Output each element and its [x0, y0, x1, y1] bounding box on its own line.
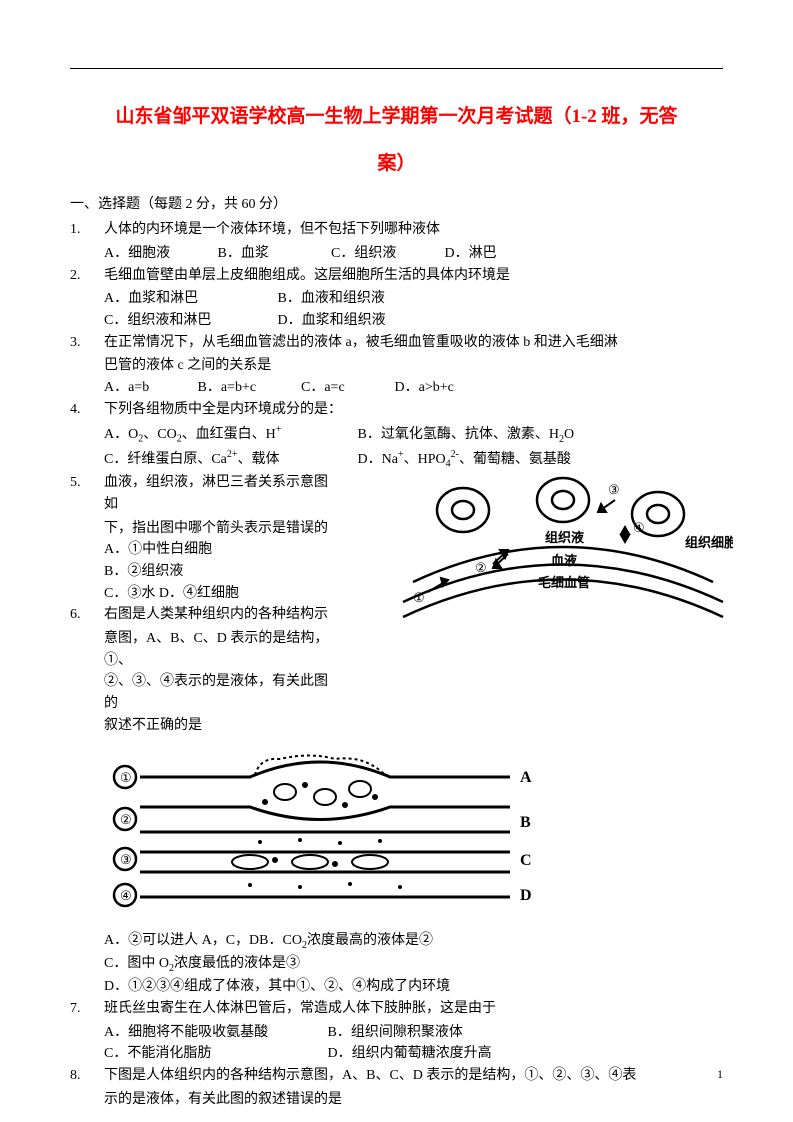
q4-options-row2: C．纤维蛋白原、Ca2+、载体 D．Na+、HPO42-、葡萄糖、氨基酸: [104, 447, 723, 472]
top-rule: [70, 68, 723, 69]
q3-opt-c: C．a=c: [301, 377, 391, 399]
question-6: 6. 右图是人类某种组织内的各种结构示: [70, 604, 330, 626]
question-1: 1. 人体的内环境是一个液体环境，但不包括下列哪种液体: [70, 219, 723, 241]
figure-tissue-structure: ① ② ③ ④ A B C D: [100, 747, 540, 917]
q7-options-row2: C．不能消化脂肪 D．组织内葡萄糖浓度升高: [104, 1043, 723, 1065]
q3-options: A．a=b B．a=b+c C．a=c D．a>b+c: [104, 377, 723, 399]
fig2-D: D: [520, 887, 532, 904]
q7-number: 7.: [70, 998, 104, 1020]
fig2-n3: ③: [120, 852, 132, 867]
q4-opt-b: B．过氧化氢酶、抗体、激素、H2O: [358, 424, 575, 447]
q4-opt-c: C．纤维蛋白原、Ca2+、载体: [104, 447, 354, 470]
fig2-n1: ①: [120, 770, 132, 785]
q7-stem: 班氏丝虫寄生在人体淋巴管后，常造成人体下肢肿胀，这是由于: [104, 998, 723, 1020]
fig2-n4: ④: [120, 888, 132, 903]
q2-stem: 毛细血管壁由单层上皮细胞组成。这层细胞所生活的具体内环境是: [104, 265, 723, 287]
q5-opt-b: B．②组织液: [104, 561, 330, 583]
fig1-label-4: ④: [633, 520, 645, 535]
q4-options-row1: A．O2、CO2、血红蛋白、H+ B．过氧化氢酶、抗体、激素、H2O: [104, 422, 723, 447]
q3-opt-a: A．a=b: [104, 377, 194, 399]
q8-l1: 下图是人体组织内的各种结构示意图，A、B、C、D 表示的是结构，①、②、③、④表: [104, 1065, 723, 1087]
q6-opt-ab: A．②可以进人 A，C，DB．CO2浓度最高的液体是②: [104, 930, 723, 953]
fig2-n2: ②: [120, 812, 132, 827]
q6-opt-c: C．图中 O2浓度最低的液体是③: [104, 953, 723, 976]
q6-l1: 右图是人类某种组织内的各种结构示: [104, 604, 330, 626]
q2-options-row1: A．血浆和淋巴 B．血液和组织液: [104, 288, 723, 310]
fig1-label-2: ②: [475, 560, 487, 575]
fig1-label-cell: 组织细胞: [685, 535, 733, 550]
question-5: 5. 血液，组织液，淋巴三者关系示意图如: [70, 472, 330, 515]
q3-stem-l2: 巴管的液体 c 之间的关系是: [104, 355, 723, 377]
q4-number: 4.: [70, 399, 104, 421]
fig2-A: A: [520, 769, 532, 786]
q2-number: 2.: [70, 265, 104, 287]
q2-opt-d: D．血浆和组织液: [278, 310, 448, 332]
q7-opt-b: B．组织间隙积聚液体: [328, 1022, 463, 1044]
section-heading: 一、选择题（每题 2 分，共 60 分）: [70, 193, 723, 213]
fig1-label-1: ①: [413, 590, 425, 605]
q3-stem-l1: 在正常情况下，从毛细血管滤出的液体 a，被毛细血管重吸收的液体 b 和进入毛细淋: [104, 332, 723, 354]
q8-number: 8.: [70, 1065, 104, 1087]
q1-opt-d: D．淋巴: [445, 243, 555, 265]
q5-number: 5.: [70, 472, 104, 515]
q7-opt-a: A．细胞将不能吸收氨基酸: [104, 1022, 324, 1044]
q2-options-row2: C．组织液和淋巴 D．血浆和组织液: [104, 310, 723, 332]
question-7: 7. 班氏丝虫寄生在人体淋巴管后，常造成人体下肢肿胀，这是由于: [70, 998, 723, 1020]
fig1-label-mao: 毛细血管: [538, 575, 590, 590]
q6-l2: 意图，A、B、C、D 表示的是结构，①、: [104, 628, 330, 671]
q1-opt-a: A．细胞液: [104, 243, 214, 265]
q5-opt-a: A．①中性白细胞: [104, 539, 330, 561]
fig2-C: C: [520, 852, 532, 869]
fig2-B: B: [520, 814, 531, 831]
fig1-label-xueye: 血液: [551, 553, 577, 568]
q6-number: 6.: [70, 604, 104, 626]
q5-l1: 血液，组织液，淋巴三者关系示意图如: [104, 472, 330, 515]
q1-options: A．细胞液 B．血浆 C．组织液 D．淋巴: [104, 243, 723, 265]
question-2: 2. 毛细血管壁由单层上皮细胞组成。这层细胞所生活的具体内环境是: [70, 265, 723, 287]
question-8: 8. 下图是人体组织内的各种结构示意图，A、B、C、D 表示的是结构，①、②、③…: [70, 1065, 723, 1087]
q3-opt-d: D．a>b+c: [395, 377, 485, 399]
q6-l4: 叙述不正确的是: [104, 715, 330, 737]
q2-opt-a: A．血浆和淋巴: [104, 288, 274, 310]
fig1-label-3: ③: [608, 482, 620, 497]
q8-l2: 示的是液体，有关此图的叙述错误的是: [104, 1089, 723, 1111]
fig1-label-zuzhi: 组织液: [545, 530, 584, 545]
q6-opt-d: D．①②③④组成了体液，其中①、②、④构成了内环境: [104, 976, 723, 998]
q3-number: 3.: [70, 332, 104, 354]
q2-opt-c: C．组织液和淋巴: [104, 310, 274, 332]
q4-stem: 下列各组物质中全是内环境成分的是：: [104, 399, 723, 421]
q3-opt-b: B．a=b+c: [198, 377, 298, 399]
q5-opt-cd: C．③水 D．④红细胞: [104, 583, 330, 605]
q2-opt-b: B．血液和组织液: [278, 288, 448, 310]
figure-capillary-diagram: ③ 组织液 血液 组织细胞 ② ① ④ 毛细血管: [393, 472, 733, 622]
question-4: 4. 下列各组物质中全是内环境成分的是：: [70, 399, 723, 421]
exam-title-line1: 山东省邹平双语学校高一生物上学期第一次月考试题（1-2 班，无答: [70, 100, 723, 134]
q1-opt-c: C．组织液: [331, 243, 441, 265]
q5-l2: 下，指出图中哪个箭头表示是错误的: [104, 518, 330, 540]
q4-opt-d: D．Na+、HPO42-、葡萄糖、氨基酸: [358, 447, 571, 472]
q1-number: 1.: [70, 219, 104, 241]
q7-opt-c: C．不能消化脂肪: [104, 1043, 324, 1065]
q5-q6-block: 5. 血液，组织液，淋巴三者关系示意图如 下，指出图中哪个箭头表示是错误的 A．…: [70, 472, 723, 736]
page-number: 1: [717, 1067, 723, 1082]
q7-options-row1: A．细胞将不能吸收氨基酸 B．组织间隙积聚液体: [104, 1022, 723, 1044]
q6-l3: ②、③、④表示的是液体，有关此图的: [104, 671, 330, 714]
q7-opt-d: D．组织内葡萄糖浓度升高: [328, 1043, 492, 1065]
question-3: 3. 在正常情况下，从毛细血管滤出的液体 a，被毛细血管重吸收的液体 b 和进入…: [70, 332, 723, 354]
q1-stem: 人体的内环境是一个液体环境，但不包括下列哪种液体: [104, 219, 723, 241]
q1-opt-b: B．血浆: [218, 243, 328, 265]
exam-title-line2: 案）: [70, 148, 723, 175]
q4-opt-a: A．O2、CO2、血红蛋白、H+: [104, 422, 354, 447]
